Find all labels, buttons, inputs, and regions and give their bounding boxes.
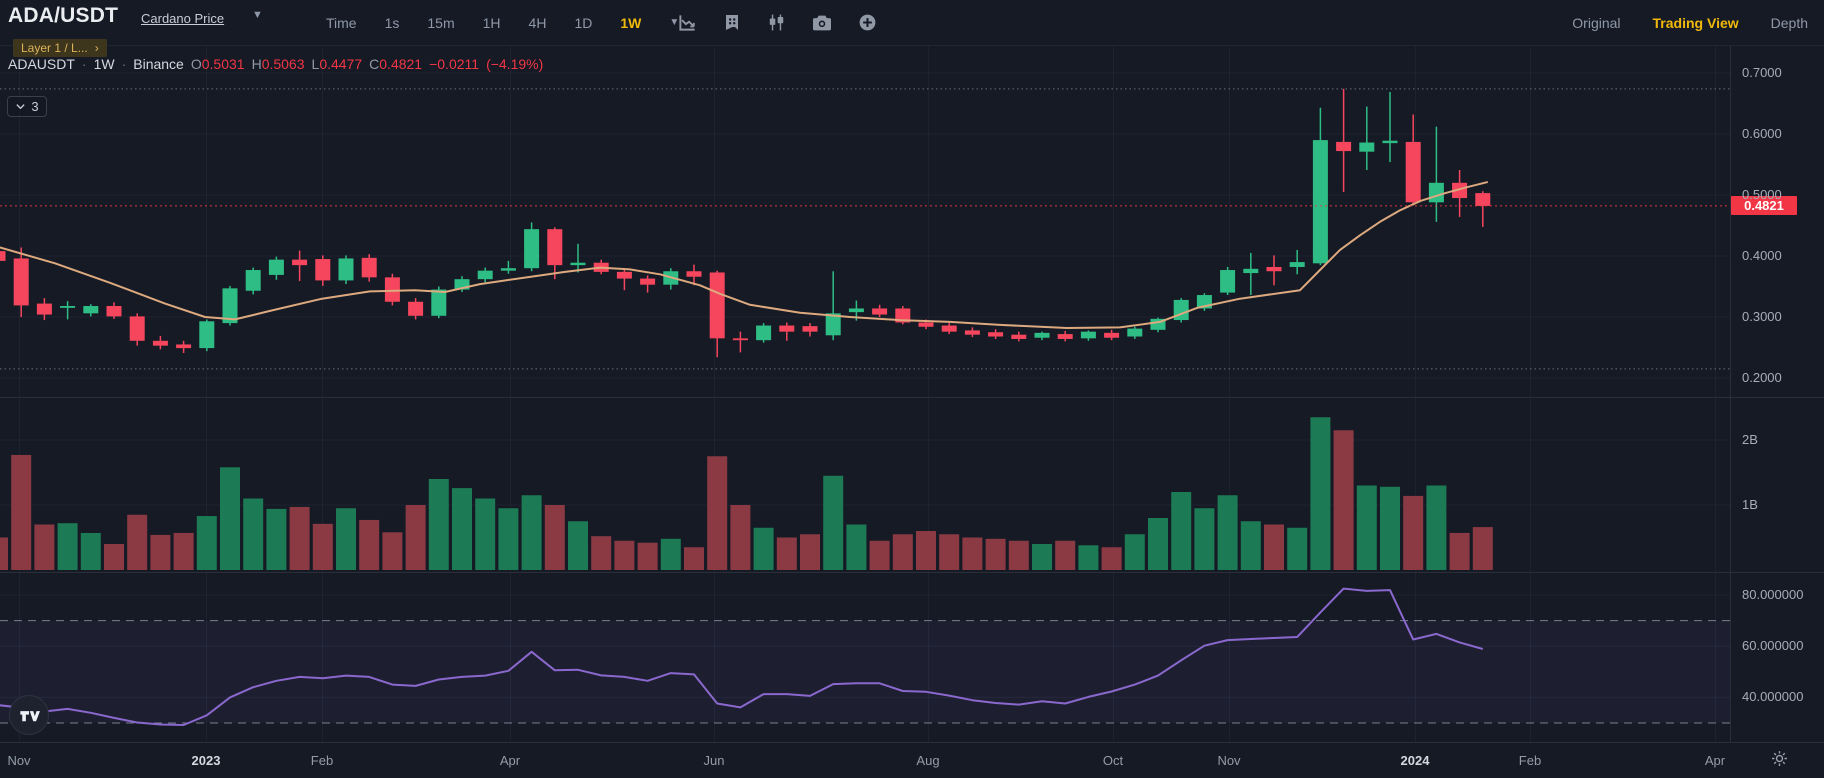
last-price-badge: 0.4821	[1731, 196, 1797, 216]
legend-change-pct: (−4.19%)	[486, 56, 544, 72]
interval-4h[interactable]: 4H	[528, 14, 547, 31]
page-title: ADA/USDT	[8, 4, 119, 27]
chart-toolbar-icons	[678, 0, 877, 45]
legend-high: 0.5063	[261, 56, 305, 72]
view-tab-original[interactable]: Original	[1572, 14, 1621, 31]
tradingview-logo[interactable]	[9, 695, 49, 735]
rsi-axis-label: 80.000000	[1742, 587, 1804, 602]
indicators-collapse-button[interactable]: 3	[7, 96, 47, 117]
price-axis-label: 0.3000	[1742, 309, 1782, 324]
view-tab-trading-view[interactable]: Trading View	[1652, 14, 1739, 31]
interval-1h[interactable]: 1H	[482, 14, 501, 31]
price-axis-label: 0.4000	[1742, 248, 1782, 263]
price-axis-label: 0.7000	[1742, 65, 1782, 80]
view-tab-group: Original Trading View Depth	[1572, 0, 1808, 45]
chevron-down-icon[interactable]: ▼	[252, 9, 263, 21]
rsi-axis-label: 40.000000	[1742, 689, 1804, 705]
interval-1d[interactable]: 1D	[574, 14, 593, 31]
tv-logo-icon	[20, 711, 40, 722]
time-axis-label: Feb	[1518, 753, 1542, 768]
legend-open: 0.5031	[201, 56, 245, 72]
legend-change: −0.0211	[429, 56, 480, 72]
indicators-count: 3	[31, 99, 39, 114]
interval-1s[interactable]: 1s	[384, 14, 400, 31]
volume-axis-label: 2B	[1742, 432, 1758, 447]
indicators-icon[interactable]	[723, 13, 741, 32]
rsi-axis-label: 60.000000	[1742, 638, 1804, 654]
time-axis-label: Nov	[7, 753, 31, 768]
volume-axis-label: 1B	[1742, 497, 1758, 512]
compare-icon[interactable]	[767, 13, 786, 32]
time-axis-label: Oct	[1102, 753, 1124, 768]
chevron-down-icon	[16, 104, 26, 110]
view-tab-depth[interactable]: Depth	[1770, 14, 1808, 31]
interval-1w[interactable]: 1W	[620, 14, 642, 31]
chart-style-icon[interactable]	[678, 13, 697, 32]
chart-legend: ADAUSDT · 1W · Binance O0.5031 H0.5063 L…	[8, 56, 544, 72]
legend-interval: 1W	[93, 56, 115, 72]
screenshot-icon[interactable]	[812, 14, 832, 32]
price-axis-label: 0.5000	[1742, 187, 1782, 202]
interval-15m[interactable]: 15m	[427, 14, 455, 31]
time-axis-label: Apr	[499, 753, 521, 768]
time-axis-label: 2023	[191, 753, 221, 768]
time-axis-label: Jun	[703, 753, 725, 768]
time-axis-label: Aug	[916, 753, 940, 768]
time-axis-label: Feb	[310, 753, 334, 768]
price-axis-label: 0.6000	[1742, 126, 1782, 141]
interval-time[interactable]: Time	[326, 14, 357, 31]
legend-symbol: ADAUSDT	[8, 56, 75, 72]
legend-exchange: Binance	[133, 56, 184, 72]
legend-close: 0.4821	[379, 56, 423, 72]
time-axis-label: 2024	[1400, 753, 1430, 768]
price-axis-label: 0.2000	[1742, 370, 1782, 385]
symbol-subtitle-link[interactable]: Cardano Price	[141, 11, 225, 26]
toolbar: ADA/USDT Cardano Price ▼ Layer 1 / L... …	[0, 0, 1824, 57]
interval-group: Time 1s 15m 1H 4H 1D 1W ▼	[326, 0, 679, 45]
chevron-right-icon: ›	[94, 41, 99, 55]
time-axis-label: Nov	[1217, 753, 1241, 768]
category-tag-label: Layer 1 / L...	[21, 41, 88, 55]
category-tag[interactable]: Layer 1 / L... ›	[13, 39, 107, 57]
interval-dropdown-icon[interactable]: ▼	[669, 17, 680, 28]
settings-gear-icon[interactable]	[1771, 750, 1788, 767]
add-icon[interactable]	[858, 13, 877, 32]
time-axis-label: Apr	[1704, 753, 1726, 768]
legend-low: 0.4477	[319, 56, 363, 72]
